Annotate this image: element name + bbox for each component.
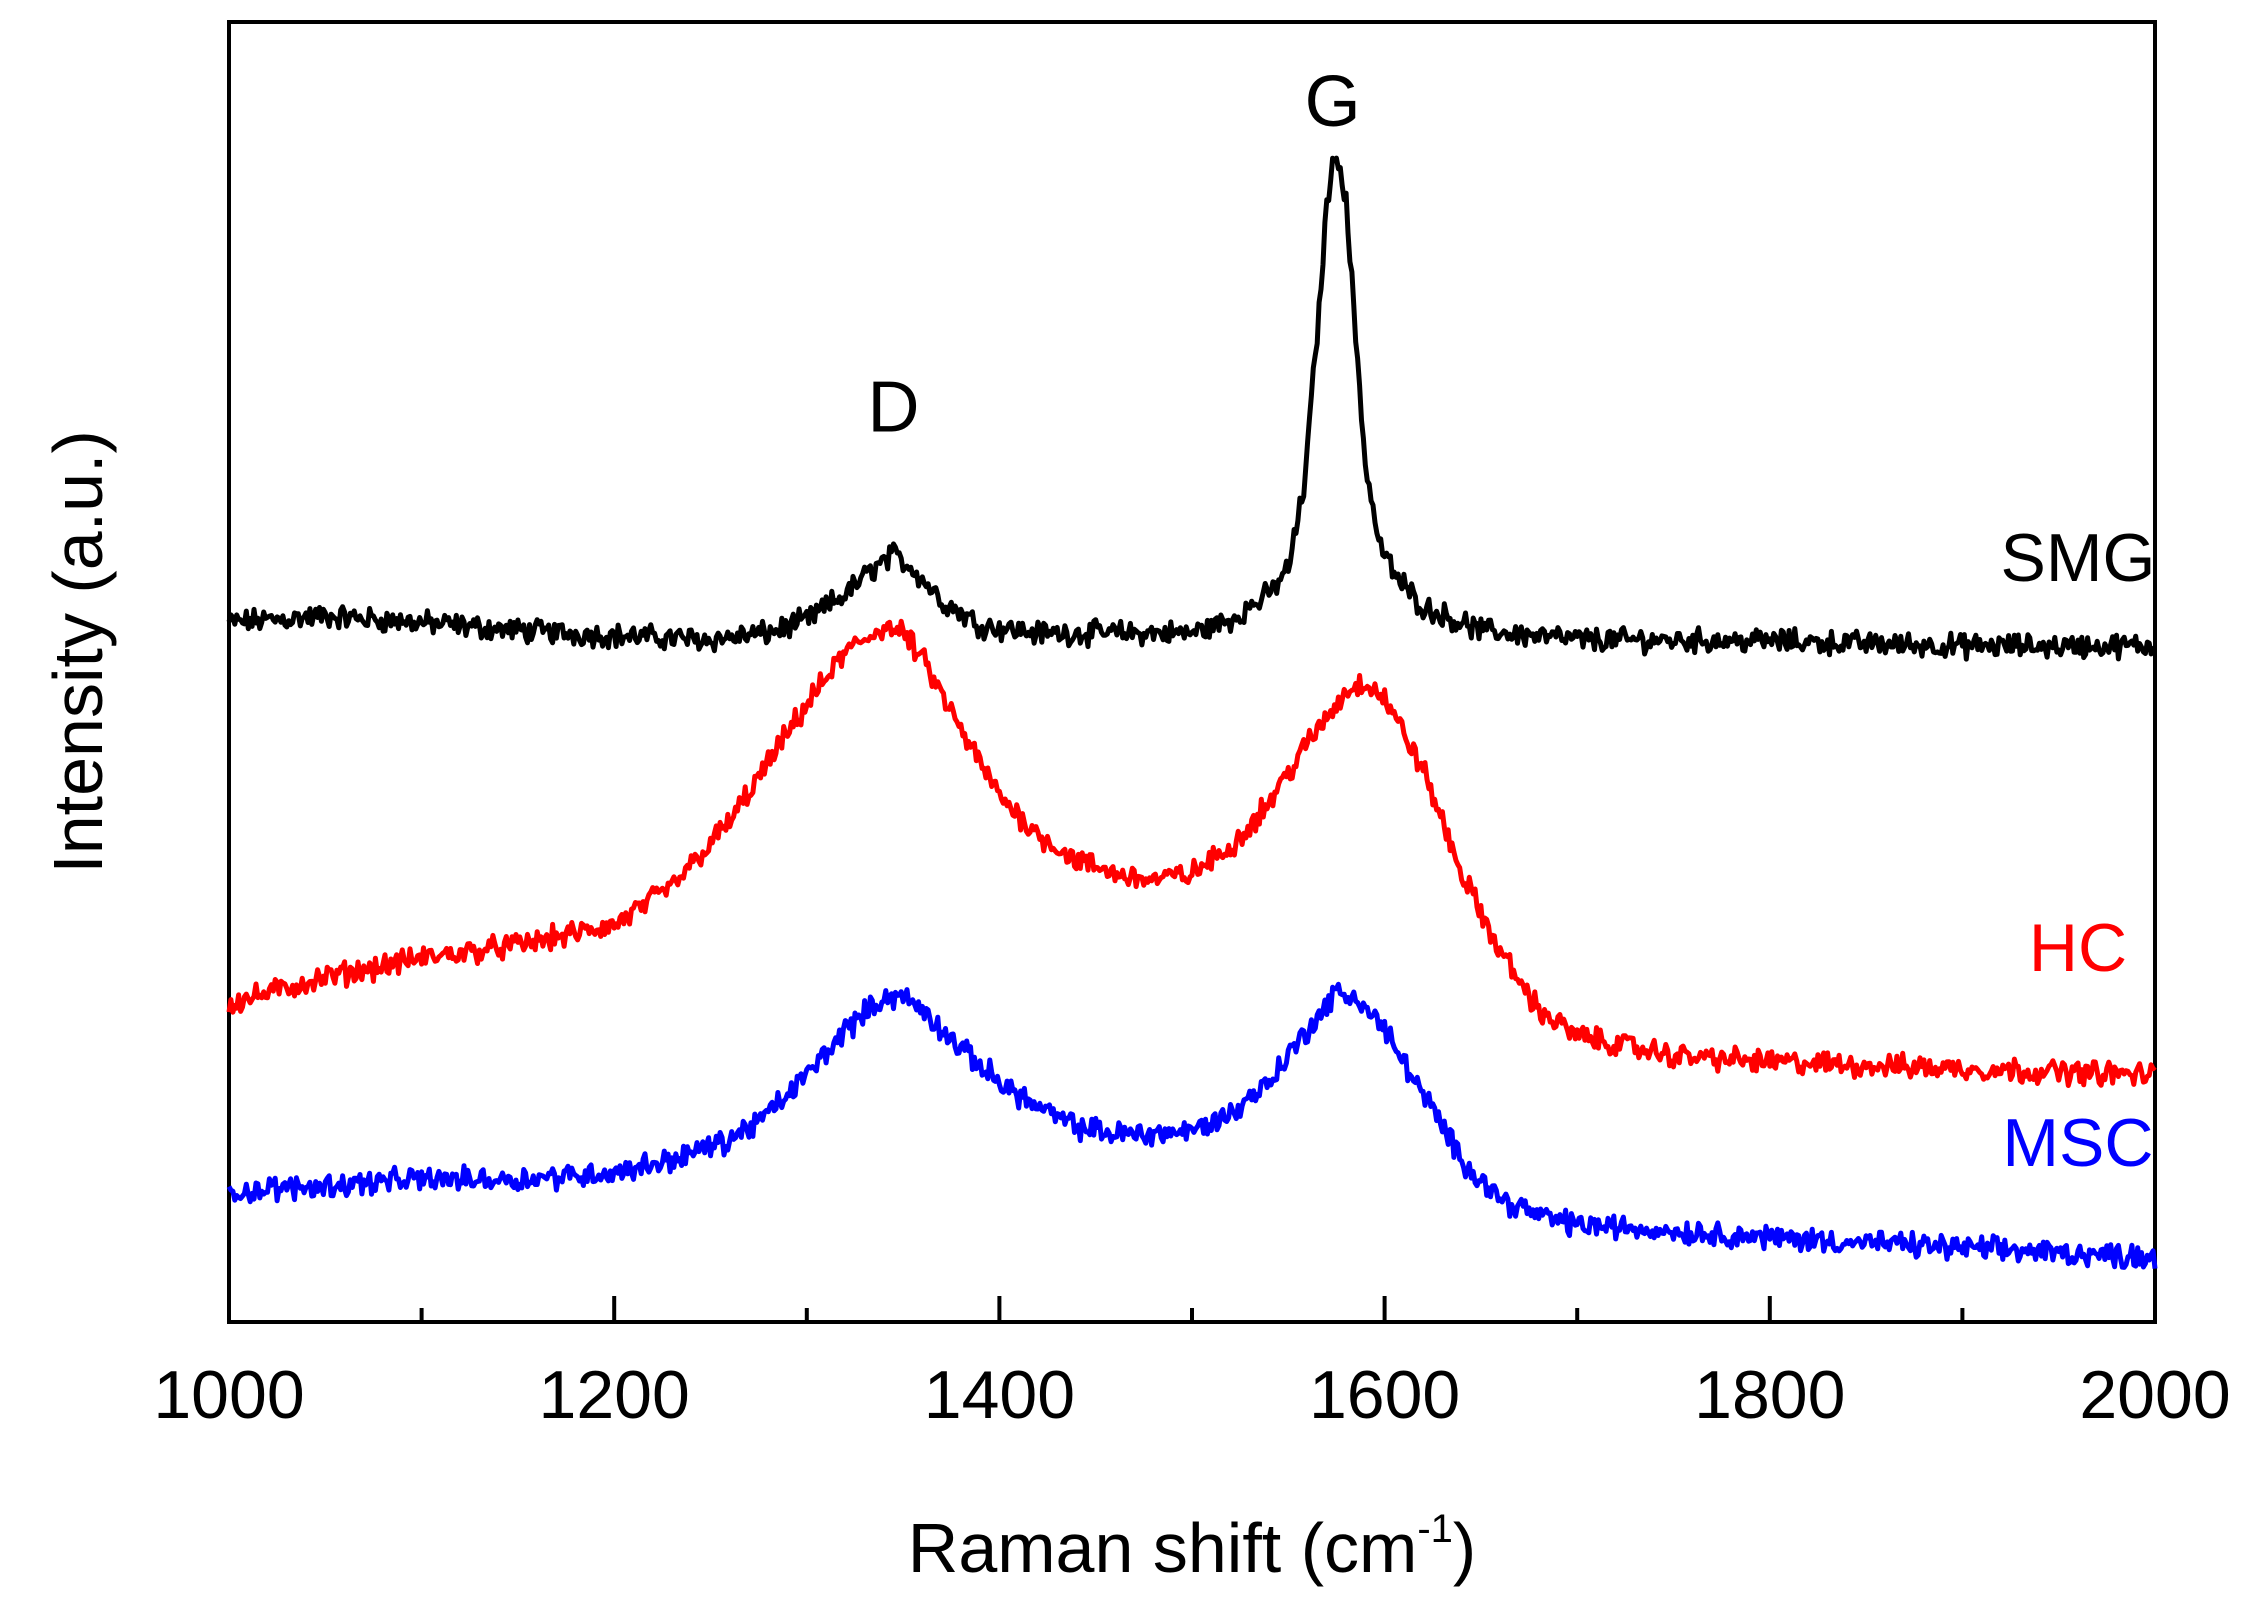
x-axis-title: Raman shift (cm-1) bbox=[908, 1507, 1476, 1587]
x-axis-title-suffix: ) bbox=[1453, 1509, 1476, 1587]
x-tick-label: 2000 bbox=[2079, 1357, 2230, 1433]
x-tick-label: 1400 bbox=[924, 1357, 1075, 1433]
series-line-msc bbox=[226, 981, 2158, 1270]
x-tick-label: 1000 bbox=[153, 1357, 304, 1433]
x-axis-title-superscript: -1 bbox=[1417, 1507, 1453, 1551]
x-tick-label: 1600 bbox=[1309, 1357, 1460, 1433]
x-tick-label: 1200 bbox=[539, 1357, 690, 1433]
x-axis-title-main: Raman shift (cm bbox=[908, 1509, 1418, 1587]
series-label-hc: HC bbox=[2029, 910, 2127, 986]
series-label-smg: SMG bbox=[2001, 520, 2156, 596]
peak-label-g: G bbox=[1305, 62, 1361, 142]
series-line-smg bbox=[226, 155, 2156, 662]
peak-label-d: D bbox=[867, 368, 919, 448]
series-line-hc bbox=[226, 618, 2157, 1088]
x-tick-label: 1800 bbox=[1694, 1357, 1845, 1433]
series-label-msc: MSC bbox=[2002, 1105, 2153, 1181]
y-axis-title: Intensity (a.u.) bbox=[39, 430, 117, 874]
